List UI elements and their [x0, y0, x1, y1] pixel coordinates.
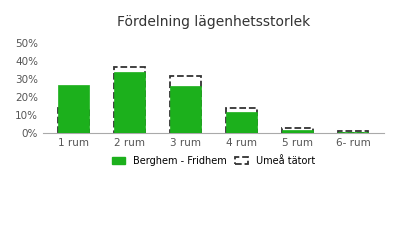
- Bar: [226, 108, 257, 133]
- Bar: [170, 76, 201, 133]
- Title: Fördelning lägenhetsstorlek: Fördelning lägenhetsstorlek: [117, 15, 310, 29]
- Bar: [338, 132, 369, 133]
- Bar: [114, 67, 145, 133]
- Bar: [58, 108, 89, 133]
- Bar: [282, 128, 312, 133]
- Bar: [170, 86, 201, 133]
- Bar: [58, 84, 89, 133]
- Bar: [226, 112, 257, 133]
- Bar: [282, 130, 312, 133]
- Bar: [338, 131, 369, 133]
- Legend: Berghem - Fridhem, Umeå tätort: Berghem - Fridhem, Umeå tätort: [108, 152, 319, 170]
- Bar: [114, 72, 145, 133]
